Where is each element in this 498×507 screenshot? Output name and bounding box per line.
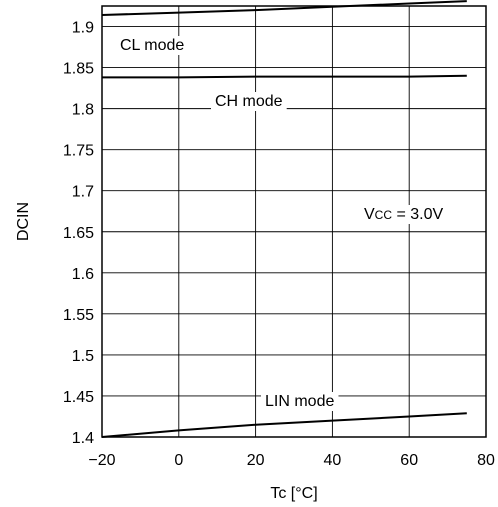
x-tick-label: 0 bbox=[174, 452, 183, 469]
series-label-cl-mode: CL mode bbox=[120, 37, 184, 54]
y-axis-label: DCIN bbox=[15, 202, 32, 241]
x-tick-label: −20 bbox=[88, 452, 115, 469]
label-background bbox=[261, 392, 339, 411]
series-label-lin-mode: LIN mode bbox=[265, 393, 334, 410]
x-tick-label: 40 bbox=[324, 452, 342, 469]
series-label-ch-mode: CH mode bbox=[215, 93, 283, 110]
x-tick-label: 60 bbox=[400, 452, 418, 469]
series-line-lin-mode bbox=[101, 412, 467, 438]
y-tick-label: 1.7 bbox=[72, 184, 94, 201]
y-tick-label: 1.5 bbox=[72, 348, 94, 365]
y-tick-label: 1.45 bbox=[63, 389, 94, 406]
label-background bbox=[360, 205, 448, 224]
x-tick-labels: −20 0 20 40 60 80 bbox=[88, 452, 495, 469]
plot-frame bbox=[101, 5, 487, 438]
y-tick-label: 1.8 bbox=[72, 102, 94, 119]
y-tick-label: 1.9 bbox=[72, 20, 94, 37]
y-tick-label: 1.75 bbox=[63, 143, 94, 160]
series-line-cl-mode bbox=[101, 0, 467, 16]
y-tick-label: 1.6 bbox=[72, 266, 94, 283]
label-background bbox=[116, 36, 189, 55]
x-tick-label: 20 bbox=[247, 452, 265, 469]
y-tick-label: 1.4 bbox=[72, 430, 94, 447]
y-tick-label: 1.65 bbox=[63, 225, 94, 242]
series-lines bbox=[101, 0, 467, 438]
x-tick-label: 80 bbox=[477, 452, 495, 469]
y-tick-label: 1.55 bbox=[63, 307, 94, 324]
y-tick-label: 1.85 bbox=[63, 61, 94, 78]
y-tick-labels: 1.4 1.45 1.5 1.55 1.6 1.65 1.7 1.75 1.8 1.85 1.9 bbox=[63, 20, 94, 447]
x-axis-label: Tc [°C] bbox=[270, 485, 317, 502]
label-background bbox=[211, 92, 287, 111]
vcc-annotation: VCC = 3.0V bbox=[364, 206, 443, 223]
series-line-ch-mode bbox=[102, 74, 467, 79]
